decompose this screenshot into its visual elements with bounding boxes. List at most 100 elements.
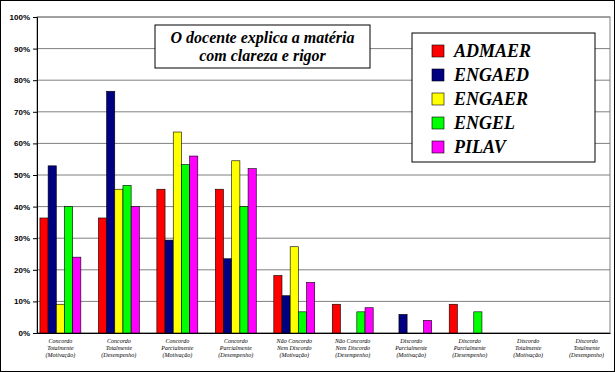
bar [357, 312, 365, 333]
x-tick-label: Não ConcordoNem Discordo(Motivação) [276, 338, 312, 359]
y-tick-label: 50% [14, 171, 30, 180]
x-tick-label-line: (Motivação) [162, 352, 192, 359]
bar [407, 333, 415, 334]
bar [190, 156, 198, 333]
x-tick: ConcordoTotalmente(Desempenho) [101, 333, 136, 359]
x-tick-label-line: (Motivação) [279, 352, 309, 359]
bar [340, 333, 348, 334]
x-tick-label-line: (Motivação) [513, 352, 543, 359]
legend-label: ADMAER [453, 41, 531, 61]
bar [524, 333, 532, 334]
y-tick-label: 70% [14, 108, 30, 117]
y-tick: 50% [14, 171, 37, 180]
bar [391, 333, 399, 334]
y-tick-mark [33, 175, 37, 176]
bar [48, 166, 56, 333]
x-tick: DiscordoParcialmente(Motivação) [394, 333, 427, 359]
bar [240, 207, 248, 333]
bar [415, 333, 423, 334]
y-tick-label: 10% [14, 297, 30, 306]
x-tick-label: DiscordoParcialmente(Motivação) [394, 338, 427, 359]
y-tick-label: 20% [14, 266, 30, 275]
bar [248, 169, 256, 333]
bar [40, 218, 48, 333]
bar [274, 275, 282, 333]
chart: 0%10%20%30%40%50%60%70%80%90%100%Concord… [0, 0, 615, 372]
y-tick-label: 0% [18, 329, 30, 338]
x-tick-label: ConcordoParcialmente(Desempenho) [218, 338, 253, 359]
bar [574, 333, 582, 334]
x-tick-label: DiscordoTotalmente(Motivação) [513, 338, 543, 359]
legend-swatch [432, 117, 444, 129]
y-tick: 40% [14, 203, 37, 212]
bar [566, 333, 574, 334]
x-tick: ConcordoParcialmente(Desempenho) [218, 333, 253, 359]
x-tick: DiscordoTotalmente(Motivação) [513, 333, 543, 359]
x-tick: ConcordoParcialmente(Motivação) [160, 333, 193, 359]
plot-area [37, 17, 610, 333]
y-tick-mark [33, 301, 37, 302]
bar [399, 314, 407, 333]
x-tick-label-line: Totalmente [106, 345, 133, 351]
bar [131, 207, 139, 333]
y-tick-mark [33, 270, 37, 271]
x-tick-label-line: (Desempenho) [218, 352, 253, 359]
title: O docente explica a matériacom clareza e… [171, 29, 355, 65]
y-tick-mark [33, 17, 37, 18]
bar [482, 333, 490, 334]
x-tick-label-line: (Desempenho) [569, 352, 604, 359]
bar [73, 257, 81, 333]
x-tick-label-line: (Desempenho) [452, 352, 487, 359]
title-line: O docente explica a matéria [171, 29, 355, 47]
y-tick: 10% [14, 297, 37, 306]
x-tick-label-line: Totalmente [515, 345, 542, 351]
bar [583, 333, 591, 334]
bar [165, 240, 173, 333]
y-tick-mark [33, 80, 37, 81]
bar [516, 333, 524, 334]
bar [98, 218, 106, 333]
bar [449, 304, 457, 333]
bar [56, 304, 64, 333]
grid-line [37, 175, 610, 176]
bar-series [73, 156, 432, 333]
title-box: O docente explica a matériacom clareza e… [155, 25, 370, 68]
y-tick: 80% [14, 76, 37, 85]
bar-series [56, 132, 298, 333]
y-tick-mark [33, 143, 37, 144]
legend-label: ENGAED [453, 65, 529, 85]
y-tick-label: 60% [14, 139, 30, 148]
bar [64, 207, 72, 333]
bar [591, 333, 599, 334]
x-tick-label-line: Nem Discordo [334, 345, 370, 351]
bar [599, 333, 607, 334]
x-tick-label-line: (Desempenho) [335, 352, 370, 359]
x-tick-label-line: Parcialmente [453, 345, 486, 351]
x-axis: ConcordoTotalmente(Motivação)ConcordoTot… [38, 333, 611, 359]
x-tick-label-line: Discordo [516, 338, 539, 344]
x-tick-label-line: Totalmente [573, 345, 600, 351]
bar [173, 132, 181, 333]
x-tick-label-line: (Motivação) [46, 352, 76, 359]
x-tick-label-line: Concordo [107, 338, 131, 344]
x-tick-label: DiscordoParcialmente(Desempenho) [452, 338, 487, 359]
bar [307, 282, 315, 333]
legend-swatch [432, 69, 444, 81]
y-tick: 0% [18, 329, 37, 338]
bar [332, 304, 340, 333]
bar [466, 333, 474, 334]
legend-label: ENGEL [453, 113, 515, 133]
chart-frame [1, 1, 615, 372]
y-tick-mark [33, 207, 37, 208]
bar [282, 296, 290, 333]
legend-swatch [432, 141, 444, 153]
y-tick-mark [33, 238, 37, 239]
x-tick: Não ConcordoNem Discordo(Motivação) [276, 333, 312, 359]
legend-label: PILAV [453, 137, 508, 157]
legend-frame [412, 33, 595, 162]
y-tick-label: 40% [14, 203, 30, 212]
bar [107, 91, 115, 333]
x-tick-label-line: Parcialmente [219, 345, 252, 351]
x-tick: DiscordoTotalmente(Desempenho) [569, 333, 604, 359]
bar [365, 308, 373, 333]
